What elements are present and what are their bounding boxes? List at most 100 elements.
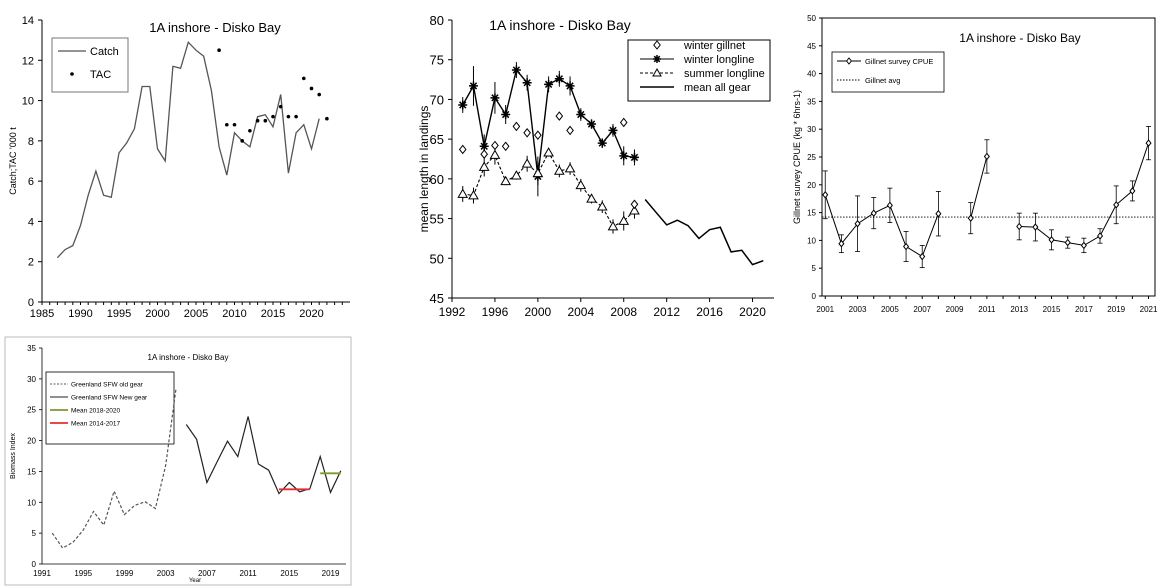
tac-point [278,104,283,109]
cpue-point [983,152,990,161]
summer-longline-point [543,147,554,157]
winter-longline-point [544,79,554,89]
plot-frame [821,17,1156,297]
winter-gillnet-point [458,144,467,155]
winter-longline-point [522,78,532,88]
summer-longline-point [607,221,619,231]
y-tick-label: 8 [28,136,34,148]
x-tick-label: 2005 [184,308,208,320]
y-axis-label: Biomass Index [10,433,17,479]
cpue-point [854,219,861,228]
chart-title: 1A inshore - Disko Bay [148,353,229,362]
x-tick-label: 2011 [240,569,258,578]
y-tick-label: 12 [22,55,34,67]
cpue-point [1145,139,1152,147]
legend-swatch-cpue [845,57,853,65]
x-tick-label: 2001 [816,305,834,314]
x-tick-label: 2015 [280,569,298,578]
summer-longline-point [468,190,479,200]
legend-swatch-summer-longline [652,67,662,77]
summer-longline-point [629,205,640,215]
legend-box [45,371,175,445]
tac-point [309,86,314,91]
legend-label: mean all gear [684,82,751,94]
series-line-cpue [824,194,939,258]
y-tick-label: 25 [27,406,36,415]
y-tick-label: 14 [22,15,34,27]
x-tick-label: 2019 [322,569,340,578]
summer-longline-point [478,161,490,171]
legend-swatch-winter-gillnet [653,40,661,50]
y-tick-label: 20 [807,181,816,190]
tac-point [232,122,237,127]
y-tick-label: 35 [27,344,36,353]
summer-longline-point [596,201,608,211]
y-tick-label: 80 [430,13,444,28]
tac-point [271,114,275,119]
y-tick-label: 15 [27,467,36,476]
x-tick-label: 2007 [913,305,931,314]
y-tick-label: 0 [28,297,34,309]
winter-longline-point [511,65,521,75]
winter-gillnet-point [512,121,521,132]
x-tick-label: 1999 [116,569,134,578]
chart-title: 1A inshore - Disko Bay [959,31,1080,45]
x-tick-label: 1985 [30,308,54,320]
series-line-summer-longline [462,151,635,228]
legend-label: winter longline [683,54,754,66]
y-tick-label: 40 [807,70,816,79]
winter-gillnet-point [523,127,531,138]
series-line-old-gear [51,388,177,549]
y-tick-label: 5 [32,529,37,538]
series-line-catch [56,40,320,259]
x-tick-label: 2000 [525,305,552,319]
legend-label-cpue: Gillnet survey CPUE [865,57,933,66]
summer-longline-point [521,158,533,168]
legend-label: Mean 2014-2017 [71,421,121,428]
x-tick-label: 2007 [198,569,216,578]
chart-title: 1A inshore - Disko Bay [149,20,281,35]
cpue-point [967,214,974,222]
winter-longline-point [565,81,575,91]
legend-label: summer longline [684,68,765,80]
cpue-point [886,201,893,210]
legend-label-tac: TAC [90,69,111,81]
cpue-point [1096,232,1104,240]
x-tick-label: 2013 [1010,305,1028,314]
tac-point [263,118,268,123]
winter-longline-point [501,110,511,120]
summer-longline-point [618,215,630,225]
tac-point [294,114,298,119]
x-axis-label: Year [189,578,201,584]
x-tick-label: 2021 [1140,305,1158,314]
y-tick-label: 50 [430,251,444,266]
legend-swatch-winter-longline [653,55,661,63]
cpue-point [935,209,942,218]
y-axis-label: Gillnet survey CPUE (kg * 6hrs-1) [792,90,802,224]
tac-point [217,48,221,53]
x-tick-label: 2003 [157,569,175,578]
y-tick-label: 60 [430,172,444,187]
y-tick-label: 10 [22,96,34,108]
x-tick-label: 2012 [653,305,680,319]
cpue-point [838,239,845,248]
cpue-point [822,191,829,199]
summer-longline-point [532,167,544,178]
summer-longline-point [489,149,501,159]
y-tick-label: 35 [807,97,816,106]
x-tick-label: 1996 [482,305,509,319]
legend-label-avg: Gillnet avg [865,76,900,85]
summer-longline-point [457,188,469,198]
summer-longline-point [575,179,587,190]
winter-gillnet-point [555,111,564,121]
y-tick-label: 45 [807,42,816,51]
legend-label: Mean 2018-2020 [71,408,121,415]
legend-label: Greenland SFW New gear [71,395,148,402]
x-tick-label: 1992 [439,305,466,319]
winter-gillnet-point [501,141,510,152]
cpue-point [1080,241,1087,250]
x-tick-label: 1990 [68,308,92,320]
x-tick-label: 2011 [978,305,996,314]
legend-label-catch: Catch [90,46,119,58]
